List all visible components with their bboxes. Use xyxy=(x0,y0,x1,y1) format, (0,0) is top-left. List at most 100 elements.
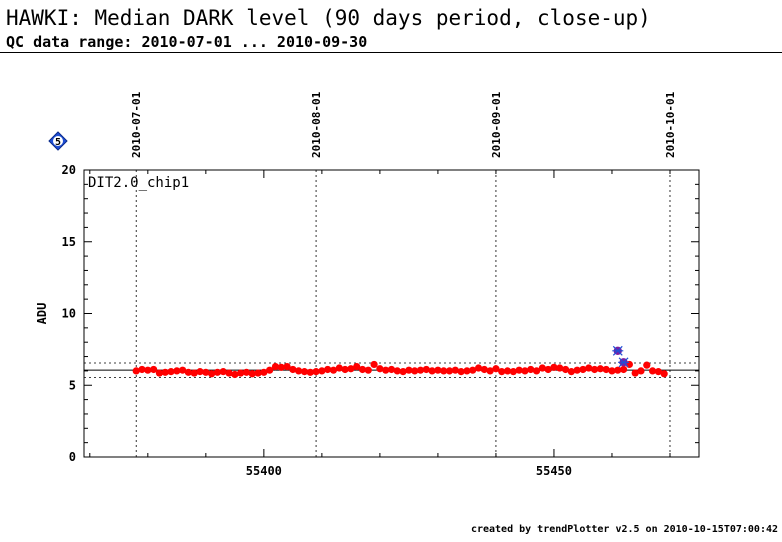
data-point xyxy=(364,366,372,374)
data-point xyxy=(411,367,419,375)
data-point xyxy=(492,365,500,373)
data-point xyxy=(532,367,541,375)
data-point xyxy=(602,365,610,374)
data-point xyxy=(242,368,251,376)
data-point xyxy=(608,367,616,375)
chart-title: HAWKI: Median DARK level (90 days period… xyxy=(6,6,651,30)
data-point xyxy=(329,366,338,374)
badge-label: 5 xyxy=(55,137,61,148)
data-point xyxy=(648,367,657,375)
data-point xyxy=(590,365,599,374)
data-point xyxy=(144,366,152,374)
header-divider xyxy=(0,52,782,53)
data-point xyxy=(277,363,285,371)
data-point xyxy=(266,366,274,374)
data-point xyxy=(219,368,227,376)
data-point xyxy=(393,367,401,375)
data-point xyxy=(196,368,204,376)
data-point xyxy=(596,365,604,373)
data-point xyxy=(480,365,488,374)
data-point xyxy=(150,365,158,374)
data-point xyxy=(208,370,216,378)
data-point xyxy=(248,370,256,378)
data-point xyxy=(544,365,552,374)
data-point xyxy=(387,365,396,374)
data-point xyxy=(422,365,430,374)
data-point xyxy=(254,369,262,377)
y-tick-label: 5 xyxy=(69,378,76,392)
date-marker-label: 2010-09-01 xyxy=(490,91,503,158)
y-tick-label: 15 xyxy=(62,235,76,249)
date-marker-label: 2010-10-01 xyxy=(664,91,677,158)
data-point xyxy=(179,366,187,374)
data-point xyxy=(440,367,448,375)
data-point xyxy=(515,366,523,374)
data-point xyxy=(619,365,628,374)
data-point xyxy=(347,365,355,373)
data-point xyxy=(474,364,483,372)
data-point xyxy=(614,366,622,374)
data-point xyxy=(550,363,558,371)
data-point xyxy=(434,366,442,374)
data-point xyxy=(416,366,425,374)
y-tick-label: 20 xyxy=(62,163,76,177)
chart-subtitle: QC data range: 2010-07-01 ... 2010-09-30 xyxy=(6,33,368,51)
data-point xyxy=(295,367,303,375)
y-tick-label: 10 xyxy=(62,307,76,321)
x-tick-label: 55450 xyxy=(536,464,572,478)
data-point xyxy=(318,367,326,375)
data-point xyxy=(643,361,651,369)
data-point xyxy=(561,365,570,374)
data-point xyxy=(161,368,169,376)
data-point xyxy=(527,365,535,374)
data-point xyxy=(335,364,343,372)
data-point xyxy=(451,366,459,374)
data-point xyxy=(300,368,309,376)
data-point xyxy=(324,365,332,374)
data-point xyxy=(631,369,639,377)
data-point xyxy=(521,367,529,375)
data-point xyxy=(271,362,280,371)
data-point xyxy=(283,362,291,371)
data-point xyxy=(358,365,367,374)
data-point xyxy=(486,367,494,375)
data-point xyxy=(237,369,245,377)
data-point xyxy=(654,368,662,376)
data-point xyxy=(579,365,587,374)
data-point xyxy=(353,362,361,371)
data-point xyxy=(498,368,506,376)
data-point xyxy=(260,368,268,376)
data-point xyxy=(573,366,581,374)
data-point xyxy=(155,369,164,377)
data-point xyxy=(370,360,378,369)
data-point xyxy=(457,368,465,376)
outlier-star xyxy=(618,357,630,368)
data-point xyxy=(184,368,193,376)
data-point xyxy=(509,368,517,376)
data-point xyxy=(399,368,407,376)
data-point xyxy=(637,367,645,375)
data-point xyxy=(428,367,436,375)
data-point xyxy=(289,365,297,374)
outlier-star xyxy=(612,345,624,356)
plot-frame xyxy=(83,169,700,458)
data-point xyxy=(463,367,471,375)
data-point xyxy=(503,367,512,375)
data-point xyxy=(469,366,477,374)
data-point xyxy=(167,368,175,376)
data-point xyxy=(213,368,222,376)
data-point xyxy=(445,367,454,375)
data-point xyxy=(376,365,384,373)
data-point xyxy=(225,369,233,377)
badge-disc xyxy=(53,136,63,146)
data-point xyxy=(585,364,593,372)
footer-credit: created by trendPlotter v2.5 on 2010-10-… xyxy=(470,524,778,535)
data-point xyxy=(231,370,239,379)
date-marker-label: 2010-07-01 xyxy=(130,91,143,158)
data-point xyxy=(190,369,198,377)
data-point xyxy=(202,368,210,376)
data-point xyxy=(556,364,564,372)
data-point xyxy=(138,365,146,374)
data-point xyxy=(341,365,349,374)
